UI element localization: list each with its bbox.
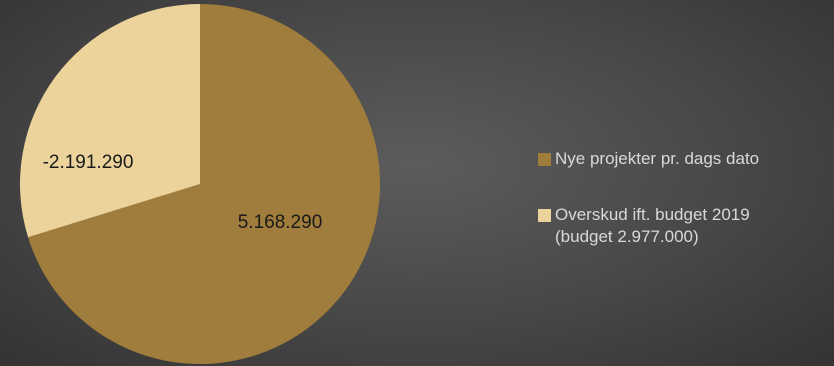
slice-label-overskud: -2.191.290 [43, 152, 134, 173]
legend: Nye projekter pr. dags dato Overskud ift… [538, 148, 828, 282]
legend-label-line: Overskud ift. budget 2019 [555, 205, 750, 224]
pie-slice-nye-projekter [28, 4, 380, 365]
legend-swatch [538, 209, 551, 222]
legend-label: Nye projekter pr. dags dato [555, 148, 759, 170]
pie-slice-overskud [19, 4, 200, 238]
legend-label-line: (budget 2.977.000) [555, 227, 699, 246]
legend-item-nye-projekter: Nye projekter pr. dags dato [538, 148, 828, 170]
legend-item-overskud: Overskud ift. budget 2019 (budget 2.977.… [538, 204, 828, 248]
slice-label-nye-projekter: 5.168.290 [238, 212, 323, 233]
legend-swatch [538, 153, 551, 166]
legend-label: Overskud ift. budget 2019 (budget 2.977.… [555, 204, 750, 248]
legend-label-line: Nye projekter pr. dags dato [555, 149, 760, 168]
